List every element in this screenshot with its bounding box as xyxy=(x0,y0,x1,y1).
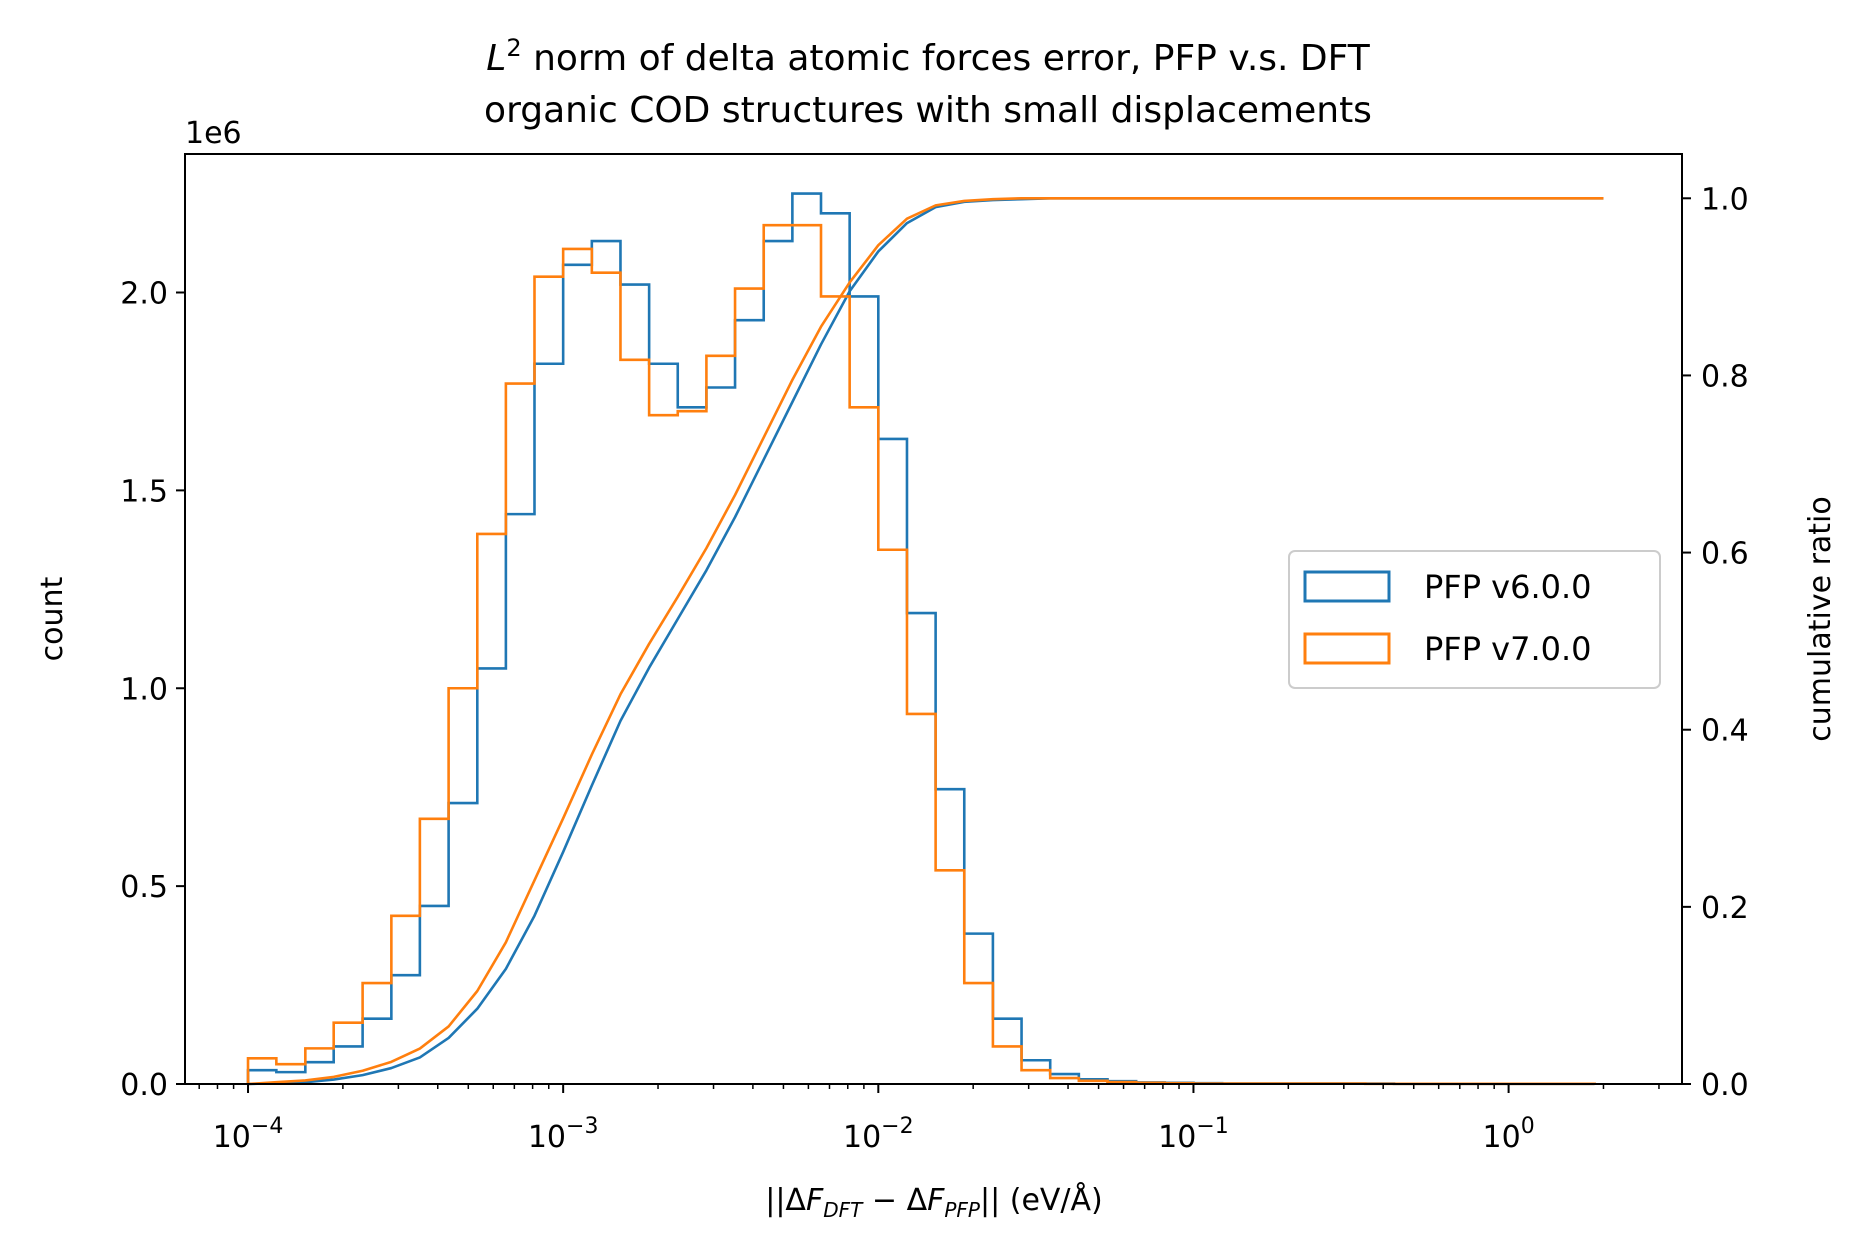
x-tick-label: 10−1 xyxy=(1158,1114,1229,1155)
y-axis-label-right: cumulative ratio xyxy=(1803,496,1838,741)
y-right-tick-label: 0.2 xyxy=(1701,891,1749,926)
x-tick-label: 100 xyxy=(1483,1114,1535,1155)
y-right-tick-label: 0.0 xyxy=(1701,1068,1749,1103)
y-left-tick-label: 2.0 xyxy=(120,277,168,312)
x-tick-label: 10−3 xyxy=(528,1114,599,1155)
y-axis-label-left: count xyxy=(35,576,70,661)
y-left-tick-label: 0.5 xyxy=(120,870,168,905)
legend-swatch-pfp-v7 xyxy=(1303,632,1391,665)
cumulative-line-pfp-v7-0-0 xyxy=(247,196,1604,1086)
y-right-tick-label: 1.0 xyxy=(1701,182,1749,217)
legend-label-pfp-v7: PFP v7.0.0 xyxy=(1424,630,1592,668)
y-left-tick-label: 1.5 xyxy=(120,474,168,509)
axes-frame xyxy=(184,153,1683,1085)
y-right-tick-label: 0.8 xyxy=(1701,359,1749,394)
legend-frame xyxy=(1288,550,1661,689)
chart-title-line2: organic COD structures with small displa… xyxy=(484,90,1372,131)
axes: 10−4 10−3 10−2 10−1 100 0.0 0.5 1.0 1.5 2.0 0.0 0.2… xyxy=(120,182,1748,1155)
chart-title-line1: L2 norm of delta atomic forces error, PF… xyxy=(486,34,1370,79)
x-axis-label: ||ΔFDFT − ΔFPFP|| (eV/Å) xyxy=(765,1182,1103,1222)
x-tick-label: 10−4 xyxy=(213,1114,284,1155)
y-left-tick-label: 0.0 xyxy=(120,1068,168,1103)
y-left-tick-label: 1.0 xyxy=(120,672,168,707)
y-right-tick-label: 0.6 xyxy=(1701,537,1749,572)
x-tick-label: 10−2 xyxy=(843,1114,914,1155)
legend-swatch-pfp-v6 xyxy=(1303,570,1391,603)
y-offset-label: 1e6 xyxy=(185,116,242,151)
legend-label-pfp-v6: PFP v6.0.0 xyxy=(1424,568,1592,606)
legend: PFP v6.0.0 PFP v7.0.0 xyxy=(1288,550,1661,689)
y-right-tick-label: 0.4 xyxy=(1701,714,1749,749)
